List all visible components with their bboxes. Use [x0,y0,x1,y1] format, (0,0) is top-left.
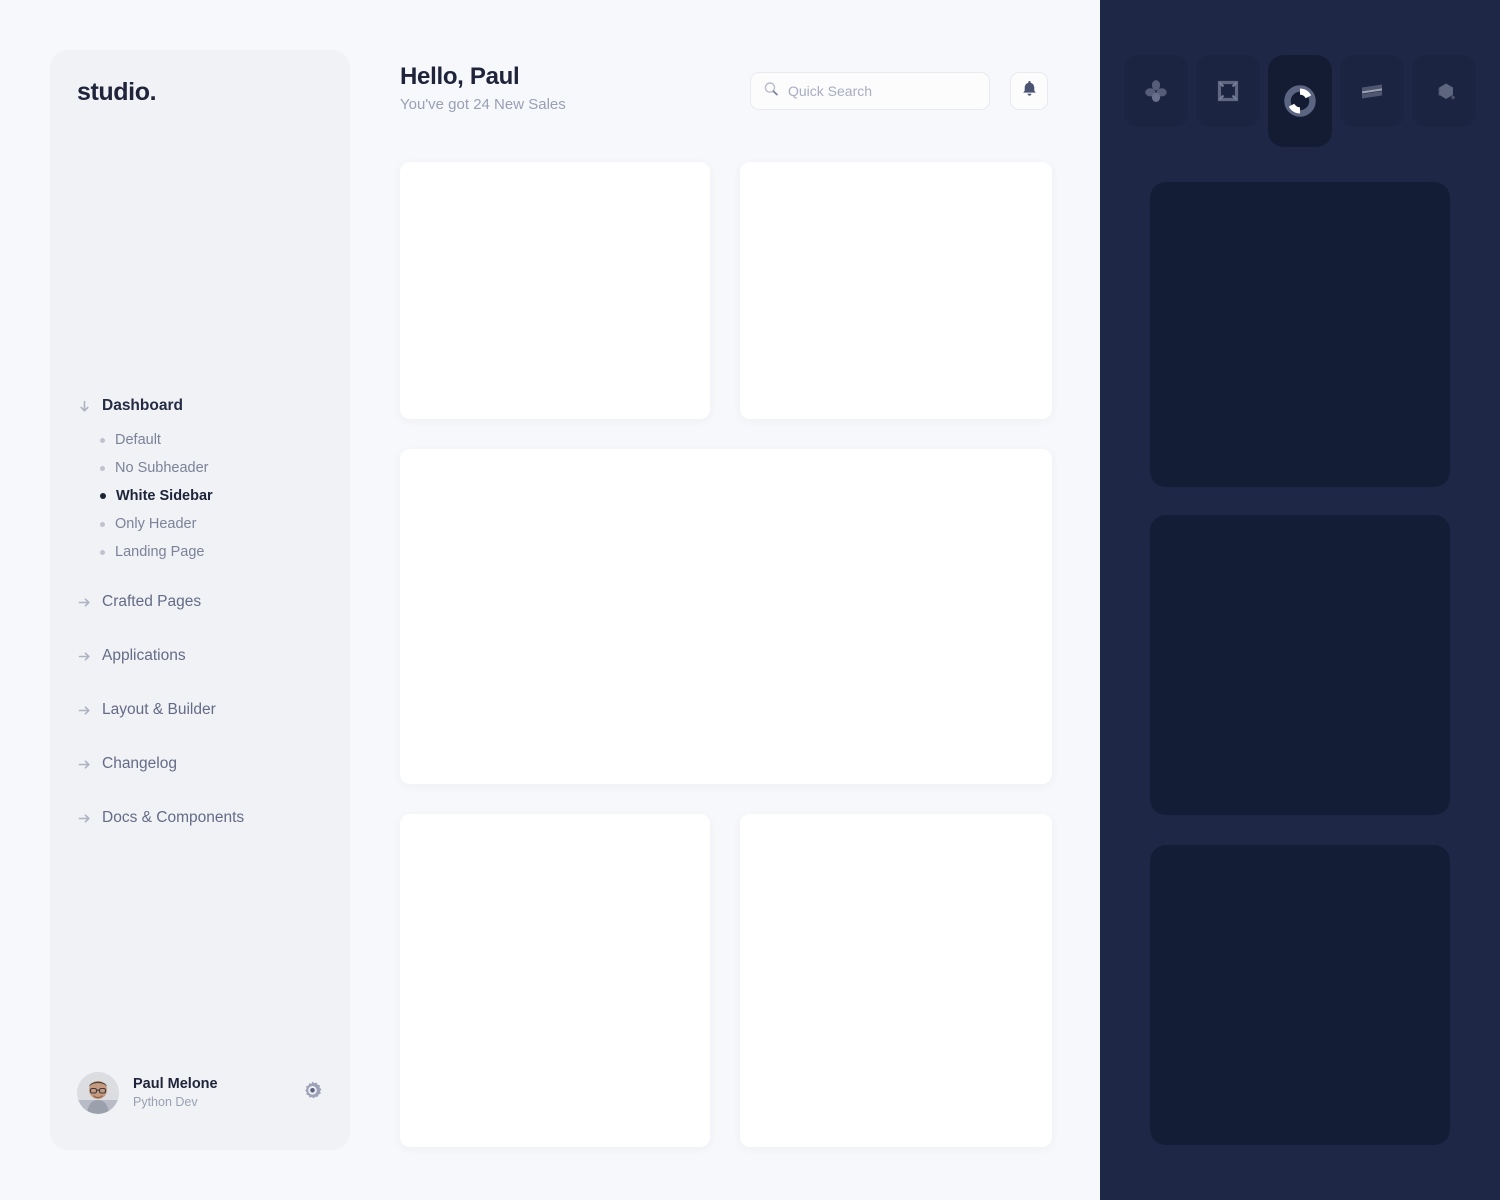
panel-card-2 [1150,515,1450,815]
content-card [400,162,710,419]
nav-spacer [50,566,350,584]
sidebar-profile[interactable]: Paul Melone Python Dev [77,1072,323,1114]
lifebuoy-icon [1281,82,1319,120]
nav-spacer [50,782,350,800]
page-title: Hello, Paul [400,63,520,90]
hexagon-icon [1429,76,1459,106]
sidebar-item-docs-components[interactable]: Docs & Components [50,800,350,836]
sidebar-item-label: Changelog [102,755,177,772]
sidebar-nav: Dashboard Default No Subheader White Sid… [50,388,350,836]
arrow-right-icon [77,811,92,826]
content-card [400,814,710,1147]
brand-logo: studio. [77,78,157,106]
bell-icon [1020,79,1039,103]
layers-stack-icon [1357,76,1387,106]
nav-spacer [50,620,350,638]
arrow-right-icon [77,703,92,718]
profile-role: Python Dev [133,1095,198,1110]
clover-icon [1141,76,1171,106]
arrow-down-icon [77,399,92,414]
arrow-right-icon [77,649,92,664]
nav-spacer [50,728,350,746]
bullet-dot-icon [100,493,106,499]
bullet-dot-icon [100,521,105,527]
content-card [400,449,1052,784]
sidebar-subnav-dashboard: Default No Subheader White Sidebar Only … [50,426,350,566]
search-placeholder: Quick Search [788,83,873,99]
arrow-right-icon [77,595,92,610]
arrow-right-icon [77,757,92,772]
sidebar-item-label: Docs & Components [102,809,245,826]
panel-card-1 [1150,182,1450,487]
sidebar-item-dashboard[interactable]: Dashboard [50,388,350,424]
sidebar-item-applications[interactable]: Applications [50,638,350,674]
right-dark-panel [1100,0,1500,1200]
sidebar-item-changelog[interactable]: Changelog [50,746,350,782]
profile-name: Paul Melone [133,1075,218,1092]
bullet-dot-icon [100,465,105,471]
content-card [740,814,1052,1147]
sidebar-item-label: Crafted Pages [102,593,202,610]
sidebar-item-crafted-pages[interactable]: Crafted Pages [50,584,350,620]
panel-button-layers[interactable] [1340,55,1404,127]
nav-spacer [50,674,350,692]
sidebar-subitem-default[interactable]: Default [50,426,350,454]
sidebar-subitem-no-subheader[interactable]: No Subheader [50,454,350,482]
sidebar-subitem-white-sidebar[interactable]: White Sidebar [50,482,350,510]
gear-icon[interactable] [302,1080,323,1106]
notifications-button[interactable] [1010,72,1048,110]
sidebar-item-label: Layout & Builder [102,701,216,718]
sidebar-item-layout-builder[interactable]: Layout & Builder [50,692,350,728]
main-header: Hello, Paul You've got 24 New Sales Quic… [400,62,1060,122]
panel-button-hexagon[interactable] [1412,55,1476,127]
sidebar-subitem-label: Only Header [115,516,197,532]
panel-icon-toolbar [1100,55,1500,147]
sidebar-subitem-label: Landing Page [115,544,205,560]
panel-button-clover[interactable] [1124,55,1188,127]
content-card [740,162,1052,419]
search-icon [763,81,779,102]
cube-outline-icon [1213,76,1243,106]
greeting-block: Hello, Paul You've got 24 New Sales [400,62,566,113]
main-content: Hello, Paul You've got 24 New Sales Quic… [400,0,1100,1200]
sidebar-subitem-only-header[interactable]: Only Header [50,510,350,538]
avatar [77,1072,119,1114]
sidebar-item-label: Applications [102,647,186,664]
sidebar-subitem-label: White Sidebar [116,488,213,504]
panel-card-3 [1150,845,1450,1145]
sidebar-item-label: Dashboard [102,397,183,414]
panel-button-cube[interactable] [1196,55,1260,127]
search-input[interactable]: Quick Search [750,72,990,110]
bullet-dot-icon [100,437,105,443]
bullet-dot-icon [100,549,105,555]
sidebar-subitem-landing-page[interactable]: Landing Page [50,538,350,566]
profile-text: Paul Melone Python Dev [133,1075,288,1111]
page-subtitle: You've got 24 New Sales [400,96,566,113]
sidebar: studio. Dashboard Default No Subheader [50,50,350,1150]
sidebar-subitem-label: Default [115,432,161,448]
panel-button-lifebuoy[interactable] [1268,55,1332,147]
sidebar-subitem-label: No Subheader [115,460,209,476]
